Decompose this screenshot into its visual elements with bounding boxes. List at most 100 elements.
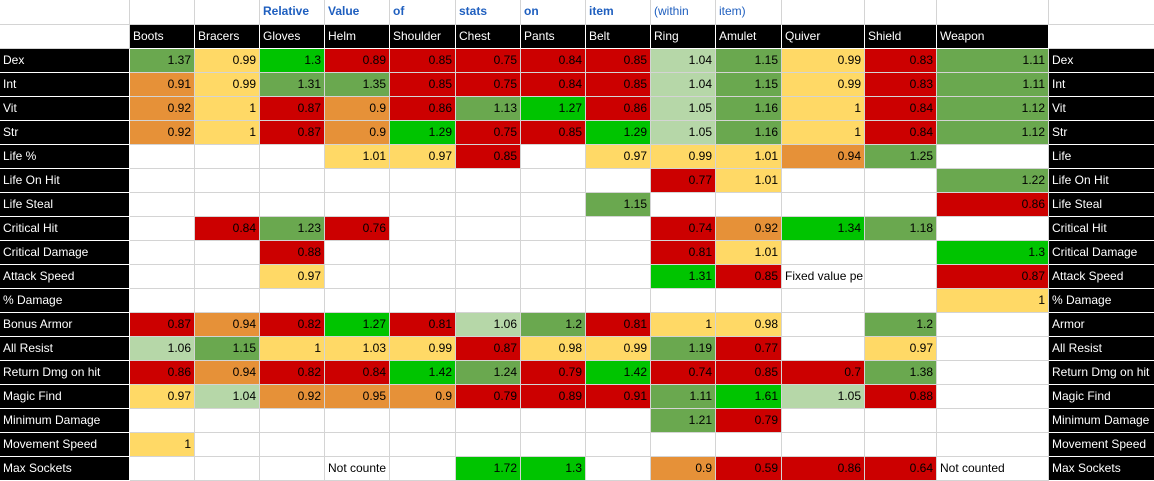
- empty-cell[interactable]: [937, 0, 1049, 25]
- empty-cell[interactable]: [456, 289, 521, 313]
- value-cell[interactable]: 0.59: [716, 457, 782, 481]
- note-cell[interactable]: Not counted: [937, 457, 1049, 481]
- stat-label-right[interactable]: % Damage: [1049, 289, 1154, 313]
- value-cell[interactable]: 1.72: [456, 457, 521, 481]
- slot-header-gloves[interactable]: Gloves: [260, 25, 325, 49]
- stat-label-right[interactable]: Magic Find: [1049, 385, 1154, 409]
- value-cell[interactable]: 0.97: [130, 385, 195, 409]
- value-cell[interactable]: 0.9: [390, 385, 456, 409]
- value-cell[interactable]: 0.88: [865, 385, 937, 409]
- empty-cell[interactable]: [651, 433, 716, 457]
- value-cell[interactable]: 0.87: [260, 121, 325, 145]
- value-cell[interactable]: 1.24: [456, 361, 521, 385]
- slot-header-shoulder[interactable]: Shoulder: [390, 25, 456, 49]
- stat-label-right[interactable]: Dex: [1049, 49, 1154, 73]
- stat-label[interactable]: Life Steal: [0, 193, 130, 217]
- slot-header-shield[interactable]: Shield: [865, 25, 937, 49]
- value-cell[interactable]: 0.76: [325, 217, 390, 241]
- value-cell[interactable]: 0.84: [521, 73, 586, 97]
- value-cell[interactable]: 0.98: [521, 337, 586, 361]
- value-cell[interactable]: 0.9: [651, 457, 716, 481]
- stat-label-right[interactable]: Life Steal: [1049, 193, 1154, 217]
- value-cell[interactable]: 1: [937, 289, 1049, 313]
- value-cell[interactable]: 1.2: [521, 313, 586, 337]
- value-cell[interactable]: 0.99: [195, 49, 260, 73]
- empty-cell[interactable]: [390, 217, 456, 241]
- note-cell[interactable]: Fixed value pe: [782, 265, 865, 289]
- title-word-cell[interactable]: item): [716, 0, 782, 25]
- empty-cell[interactable]: [195, 193, 260, 217]
- slot-header-amulet[interactable]: Amulet: [716, 25, 782, 49]
- empty-cell[interactable]: [782, 313, 865, 337]
- empty-cell[interactable]: [586, 241, 651, 265]
- value-cell[interactable]: 0.97: [390, 145, 456, 169]
- empty-cell[interactable]: [195, 289, 260, 313]
- empty-cell[interactable]: [586, 409, 651, 433]
- value-cell[interactable]: 0.92: [716, 217, 782, 241]
- value-cell[interactable]: 0.99: [390, 337, 456, 361]
- empty-cell[interactable]: [456, 265, 521, 289]
- value-cell[interactable]: 1.27: [521, 97, 586, 121]
- empty-cell[interactable]: [325, 409, 390, 433]
- title-word-cell[interactable]: stats: [456, 0, 521, 25]
- value-cell[interactable]: 0.83: [865, 49, 937, 73]
- value-cell[interactable]: 1.01: [325, 145, 390, 169]
- empty-cell[interactable]: [456, 433, 521, 457]
- value-cell[interactable]: 0.88: [260, 241, 325, 265]
- stat-label[interactable]: Bonus Armor: [0, 313, 130, 337]
- empty-cell[interactable]: [260, 145, 325, 169]
- empty-cell[interactable]: [865, 289, 937, 313]
- value-cell[interactable]: 1.35: [325, 73, 390, 97]
- value-cell[interactable]: 0.82: [260, 361, 325, 385]
- stat-label[interactable]: Max Sockets: [0, 457, 130, 481]
- value-cell[interactable]: 1.3: [937, 241, 1049, 265]
- empty-cell[interactable]: [325, 289, 390, 313]
- empty-cell[interactable]: [325, 241, 390, 265]
- empty-cell[interactable]: [651, 193, 716, 217]
- value-cell[interactable]: 1.19: [651, 337, 716, 361]
- value-cell[interactable]: 1.12: [937, 121, 1049, 145]
- stat-label-right[interactable]: Int: [1049, 73, 1154, 97]
- value-cell[interactable]: 1: [260, 337, 325, 361]
- stat-label[interactable]: Life On Hit: [0, 169, 130, 193]
- value-cell[interactable]: 1.01: [716, 241, 782, 265]
- value-cell[interactable]: 1.61: [716, 385, 782, 409]
- value-cell[interactable]: 0.79: [521, 361, 586, 385]
- value-cell[interactable]: 1.01: [716, 169, 782, 193]
- stat-label[interactable]: Return Dmg on hit: [0, 361, 130, 385]
- empty-cell[interactable]: [195, 145, 260, 169]
- empty-cell[interactable]: [390, 409, 456, 433]
- slot-header-helm[interactable]: Helm: [325, 25, 390, 49]
- empty-cell[interactable]: [1049, 0, 1154, 25]
- value-cell[interactable]: 1.15: [586, 193, 651, 217]
- value-cell[interactable]: 1.15: [716, 73, 782, 97]
- empty-cell[interactable]: [521, 265, 586, 289]
- value-cell[interactable]: 0.86: [390, 97, 456, 121]
- value-cell[interactable]: 1.04: [651, 73, 716, 97]
- empty-cell[interactable]: [521, 217, 586, 241]
- value-cell[interactable]: 1.38: [865, 361, 937, 385]
- empty-cell[interactable]: [782, 193, 865, 217]
- title-word-cell[interactable]: of: [390, 0, 456, 25]
- empty-cell[interactable]: [586, 265, 651, 289]
- value-cell[interactable]: 1.16: [716, 97, 782, 121]
- slot-header-chest[interactable]: Chest: [456, 25, 521, 49]
- value-cell[interactable]: 1.01: [716, 145, 782, 169]
- empty-cell[interactable]: [937, 409, 1049, 433]
- value-cell[interactable]: 0.86: [586, 97, 651, 121]
- value-cell[interactable]: 1.11: [651, 385, 716, 409]
- empty-cell[interactable]: [195, 169, 260, 193]
- value-cell[interactable]: 1.3: [521, 457, 586, 481]
- value-cell[interactable]: 1.05: [651, 121, 716, 145]
- empty-cell[interactable]: [195, 265, 260, 289]
- value-cell[interactable]: 1.23: [260, 217, 325, 241]
- empty-cell[interactable]: [937, 385, 1049, 409]
- value-cell[interactable]: 0.85: [716, 265, 782, 289]
- stat-label[interactable]: Movement Speed: [0, 433, 130, 457]
- empty-cell[interactable]: [586, 289, 651, 313]
- title-word-cell[interactable]: Relative: [260, 0, 325, 25]
- value-cell[interactable]: 0.92: [260, 385, 325, 409]
- slot-header-belt[interactable]: Belt: [586, 25, 651, 49]
- value-cell[interactable]: 1.05: [651, 97, 716, 121]
- value-cell[interactable]: 0.89: [521, 385, 586, 409]
